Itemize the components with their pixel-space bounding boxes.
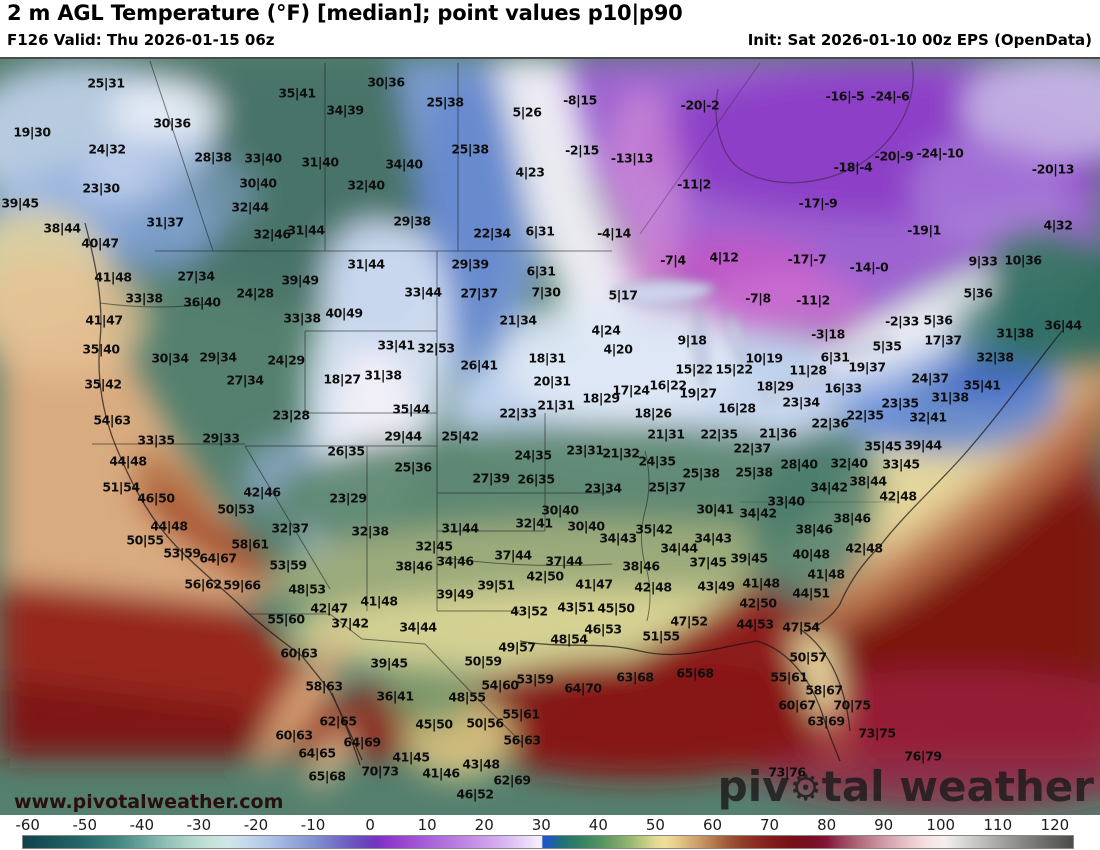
- colorbar-gradient: [22, 835, 1074, 849]
- colorbar-tick: 30: [531, 816, 551, 834]
- temperature-map: [0, 57, 1100, 815]
- valid-time: F126 Valid: Thu 2026-01-15 06z: [7, 31, 275, 49]
- brand-text-post: tal weather: [821, 762, 1094, 811]
- colorbar-tick: -20: [243, 816, 269, 834]
- colorbar: -60 -50 -40 -30 -20 -10 0 10 20 30 40 50 60 70 80 90 100…: [0, 815, 1100, 850]
- colorbar-tick: -40: [129, 816, 155, 834]
- brand-logo: piv⚙tal weather: [718, 762, 1094, 811]
- coastlines: [84, 60, 1063, 766]
- colorbar-tick: 50: [645, 816, 665, 834]
- colorbar-tick: 90: [874, 816, 894, 834]
- colorbar-tick: 100: [926, 816, 956, 834]
- colorbar-tick: 120: [1040, 816, 1070, 834]
- colorbar-tick: 60: [702, 816, 723, 834]
- colorbar-tick: 0: [365, 816, 375, 834]
- colorbar-tick: -60: [15, 816, 40, 834]
- watermark-url: www.pivotalweather.com: [14, 791, 284, 813]
- init-time: Init: Sat 2026-01-10 00z EPS (OpenData): [747, 31, 1092, 49]
- state-borders: [92, 60, 900, 744]
- colorbar-tick: 20: [474, 816, 494, 834]
- colorbar-tick: 10: [417, 816, 437, 834]
- colorbar-tick: 110: [983, 816, 1013, 834]
- colorbar-tick: 70: [760, 816, 780, 834]
- temperature-field: [0, 59, 1100, 815]
- header: 2 m AGL Temperature (°F) [median]; point…: [0, 0, 1100, 57]
- colorbar-tick: -50: [72, 816, 98, 834]
- map-title: 2 m AGL Temperature (°F) [median]; point…: [7, 1, 683, 25]
- brand-text-pre: piv: [717, 762, 790, 811]
- colorbar-tick: -10: [300, 816, 326, 834]
- colorbar-tick: 40: [588, 816, 608, 834]
- gear-icon: ⚙: [789, 768, 822, 809]
- colorbar-tick: -30: [186, 816, 212, 834]
- colorbar-tick: 80: [817, 816, 837, 834]
